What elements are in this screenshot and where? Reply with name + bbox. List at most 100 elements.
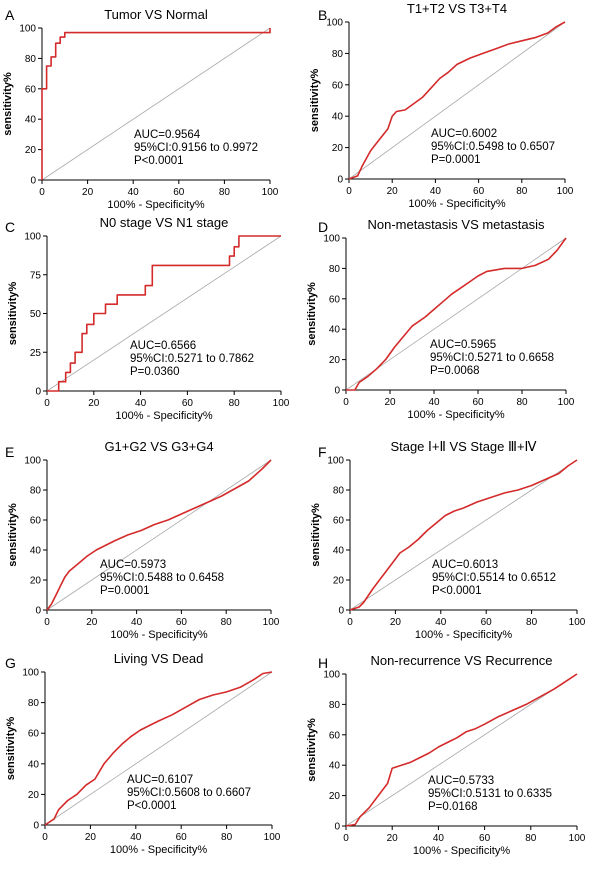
auc-annotation-line: P=0.0360: [130, 366, 180, 378]
y-tick-label: 60: [329, 730, 341, 741]
panel-title: N0 stage VS N1 stage: [100, 215, 229, 230]
y-tick-label: 20: [329, 355, 341, 366]
x-tick-label: 20: [86, 617, 98, 628]
x-tick-label: 40: [430, 186, 442, 197]
y-tick-label: 60: [30, 516, 42, 527]
panel-title: Stage Ⅰ+Ⅱ VS Stage Ⅲ+Ⅳ: [390, 439, 536, 454]
x-tick-label: 80: [229, 398, 241, 409]
auc-annotation-line: AUC=0.5733: [428, 775, 494, 787]
y-axis-title: sensitivity%: [5, 716, 17, 780]
y-tick-label: 60: [28, 729, 40, 740]
roc-panel-e: E G1+G2 VS G3+G4 0 20 40 60 80 100 0 20 40 60 80 100 1…: [5, 439, 280, 641]
y-tick-label: 40: [329, 325, 341, 336]
panel-title: T1+T2 VS T3+T4: [407, 1, 507, 16]
panel-letter: E: [5, 444, 14, 460]
x-tick-label: 80: [526, 617, 538, 628]
auc-annotation-line: 95%CI:0.5498 to 0.6507: [431, 141, 555, 153]
x-tick-label: 40: [128, 187, 140, 198]
x-tick-label: 40: [428, 397, 440, 408]
x-tick-label: 20: [85, 832, 97, 843]
x-tick-label: 20: [387, 186, 399, 197]
y-tick-label: 100: [19, 24, 36, 35]
roc-panel-b: B T1+T2 VS T3+T4 0 20 40 60 80 100 0 20 40 60 80 100 1…: [309, 1, 574, 210]
roc-curve-line: [348, 21, 566, 180]
roc-panel-a: A Tumor VS Normal 0 20 40 60 80 100 0 20 40 60 80 100…: [2, 7, 279, 211]
reference-diagonal: [349, 459, 578, 611]
x-tick-label: 60: [176, 617, 188, 628]
auc-annotation-line: AUC=0.6107: [127, 774, 193, 786]
y-tick-label: 60: [332, 80, 344, 91]
x-tick-label: 60: [479, 833, 491, 844]
x-tick-label: 40: [130, 832, 142, 843]
x-tick-label: 20: [387, 833, 399, 844]
y-tick-label: 80: [329, 264, 341, 275]
y-tick-label: 60: [333, 516, 345, 527]
y-tick-label: 100: [326, 18, 343, 29]
x-tick-label: 60: [472, 397, 484, 408]
x-tick-label: 100: [264, 832, 281, 843]
x-axis-title: 100% - Specificity%: [115, 410, 212, 422]
x-tick-label: 40: [131, 617, 143, 628]
reference-diagonal: [46, 235, 282, 392]
y-tick-label: 80: [30, 486, 42, 497]
x-axis-title: 100% - Specificity%: [415, 629, 512, 641]
x-tick-label: 60: [473, 186, 485, 197]
auc-annotation-line: AUC=0.6002: [431, 128, 497, 140]
auc-annotation-line: P<0.0001: [127, 800, 177, 812]
y-axis-title: sensitivity%: [310, 503, 322, 567]
panel-letter: D: [318, 219, 328, 235]
y-tick-label: 20: [30, 576, 42, 587]
y-tick-label: 20: [25, 145, 37, 156]
x-tick-label: 0: [347, 617, 353, 628]
y-tick-label: 100: [323, 234, 340, 245]
roc-panel-f: F Stage Ⅰ+Ⅱ VS Stage Ⅲ+Ⅳ 0 20 40 60 80 100 0 20 40…: [310, 439, 586, 641]
x-axis-title: 100% - Specificity%: [110, 844, 207, 856]
x-tick-label: 100: [558, 397, 575, 408]
y-tick-label: 40: [25, 115, 37, 126]
y-tick-label: 0: [33, 821, 39, 832]
auc-annotation-line: 95%CI:0.5488 to 0.6458: [100, 572, 224, 584]
roc-curve-line: [41, 28, 271, 180]
x-tick-label: 100: [263, 617, 280, 628]
x-tick-label: 20: [88, 398, 100, 409]
auc-annotation-line: 95%CI:0.9156 to 0.9972: [134, 142, 258, 154]
panel-title: G1+G2 VS G3+G4: [104, 439, 213, 454]
y-axis-title: sensitivity%: [2, 72, 14, 136]
x-tick-label: 0: [44, 398, 50, 409]
panel-letter: B: [318, 7, 327, 23]
y-tick-label: 60: [329, 294, 341, 305]
panel-letter: H: [318, 655, 328, 671]
x-tick-label: 0: [39, 187, 45, 198]
auc-annotation-line: P=0.0168: [428, 801, 478, 813]
x-tick-label: 80: [516, 397, 528, 408]
y-axis-title: sensitivity%: [306, 718, 318, 782]
panel-letter: F: [318, 444, 327, 460]
roc-panel-h: H Non-recurrence VS Recurrence 0 20 40 60 80 10…: [306, 653, 586, 857]
y-tick-label: 0: [338, 606, 344, 617]
roc-curve-line: [47, 235, 281, 392]
x-tick-label: 100: [557, 186, 574, 197]
x-tick-label: 0: [343, 833, 349, 844]
reference-diagonal: [46, 459, 272, 611]
y-tick-label: 40: [329, 761, 341, 772]
x-tick-label: 100: [273, 398, 290, 409]
y-tick-label: 100: [24, 456, 41, 467]
x-tick-label: 0: [42, 832, 48, 843]
y-tick-label: 40: [333, 546, 345, 557]
y-tick-label: 50: [30, 309, 42, 320]
roc-panel-c: C N0 stage VS N1 stage 0 20 40 60 80 100 0 25 50 75…: [5, 215, 290, 422]
auc-annotation-line: P=0.0068: [430, 365, 480, 377]
reference-diagonal: [348, 21, 566, 180]
x-axis-title: 100% - Specificity%: [110, 629, 207, 641]
y-axis-title: sensitivity%: [7, 281, 19, 345]
y-tick-label: 40: [28, 759, 40, 770]
x-tick-label: 60: [182, 398, 194, 409]
roc-curve-line: [345, 673, 578, 827]
x-tick-label: 100: [569, 617, 586, 628]
y-tick-label: 80: [28, 698, 40, 709]
x-tick-label: 20: [390, 617, 402, 628]
y-tick-label: 100: [24, 232, 41, 243]
reference-diagonal: [345, 673, 578, 827]
